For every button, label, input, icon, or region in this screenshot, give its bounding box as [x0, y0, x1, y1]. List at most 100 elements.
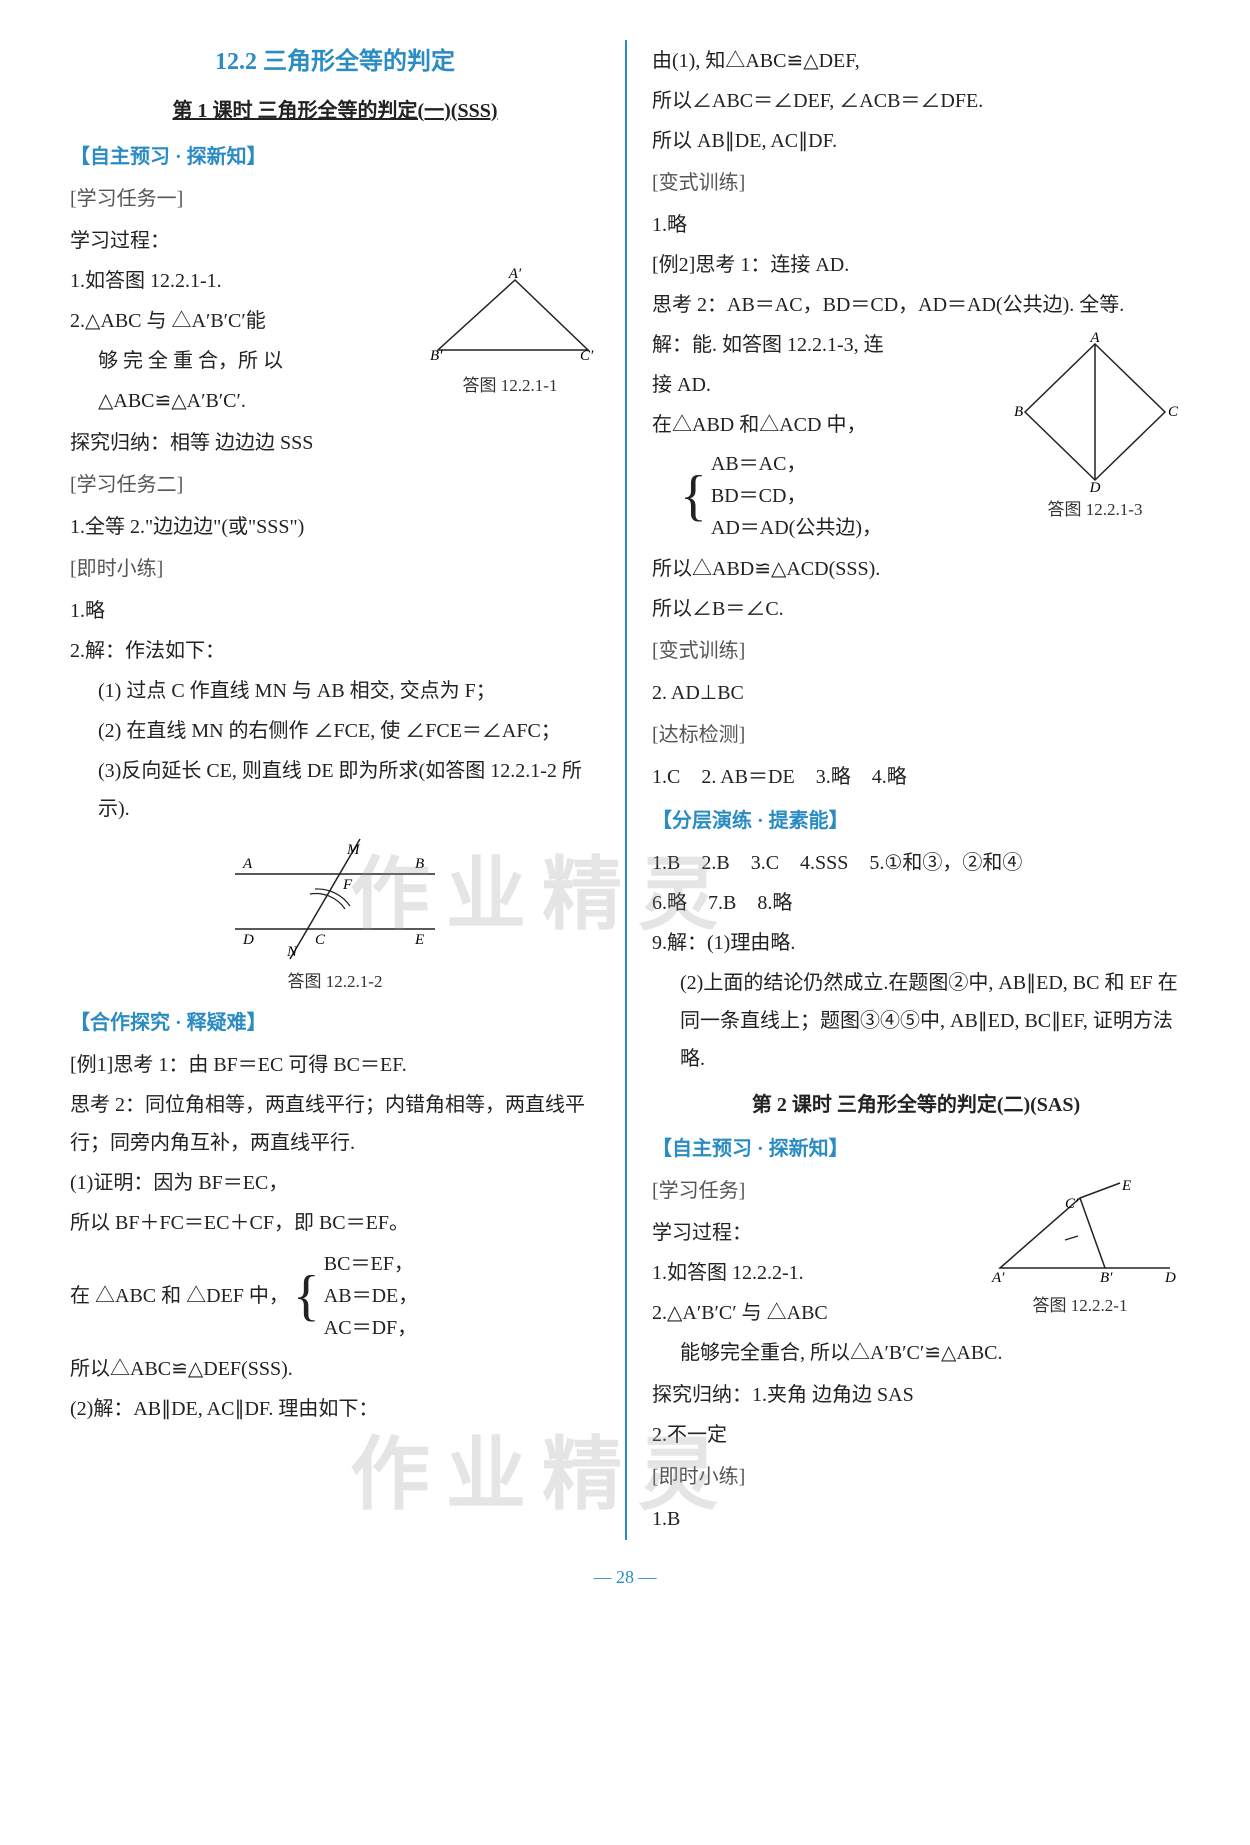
heading-preview: 【自主预习 · 探新知】: [70, 138, 600, 176]
layer-answers-row2: 6.略 7.B 8.略: [652, 884, 1180, 922]
check-label: [达标检测]: [652, 716, 1180, 754]
svg-text:C: C: [315, 932, 326, 948]
figure1-caption: 答图 12.2.1-1: [463, 370, 558, 402]
layer-a3: 3.C: [751, 852, 779, 874]
figure3-caption: 答图 12.2.1-3: [1048, 494, 1143, 526]
heading-preview2: 【自主预习 · 探新知】: [652, 1130, 1180, 1168]
l2-item2-ans: 2.不一定: [652, 1416, 1180, 1454]
ex2-brace-group: { AB＝AC， BD＝CD， AD＝AD(公共边)，: [680, 448, 1002, 544]
lesson2-title: 第 2 课时 三角形全等的判定(二)(SAS): [652, 1086, 1180, 1124]
layer-a6: 6.略: [652, 892, 687, 914]
l2-practice-label: [即时小练]: [652, 1458, 1180, 1496]
layer-a1: 1.B: [652, 852, 680, 874]
svg-text:E: E: [1121, 1178, 1131, 1194]
section-title: 12.2 三角形全等的判定: [70, 40, 600, 86]
ex2-r2: 所以∠B＝∠C.: [652, 590, 1180, 628]
ex1-proof1: (1)证明：因为 BF＝EC，: [70, 1164, 600, 1202]
ex1-think2: 思考 2：同位角相等，两直线平行；内错角相等，两直线平行；同旁内角互补，两直线平…: [70, 1086, 600, 1162]
ex1-proof2: 所以 BF＋FC＝EC＋CF，即 BC＝EF。: [70, 1204, 600, 1242]
svg-text:C′: C′: [580, 348, 594, 364]
check-a2: 2. AB＝DE: [701, 766, 794, 788]
var-train2-label: [变式训练]: [652, 632, 1180, 670]
svg-text:B: B: [1014, 404, 1023, 420]
parallel-lines-diagram: A M F B D N C E: [215, 834, 455, 964]
layer-a4: 4.SSS: [800, 852, 848, 874]
check-a3: 3.略: [816, 766, 851, 788]
ex2-brace-l3: AD＝AD(公共边)，: [711, 512, 882, 544]
ex1-brace-l2: AB＝DE，: [324, 1280, 418, 1312]
r3: 所以 AB∥DE, AC∥DF.: [652, 122, 1180, 160]
ex1-proof3-intro: 在 △ABC 和 △DEF 中，: [70, 1277, 289, 1315]
svg-text:B′: B′: [430, 348, 443, 364]
study-process-label: 学习过程：: [70, 222, 600, 260]
r2: 所以∠ABC＝∠DEF, ∠ACB＝∠DFE.: [652, 82, 1180, 120]
rhombus-diagram: A B C D: [1010, 332, 1180, 492]
check-a1: 1.C: [652, 766, 680, 788]
vt2: 2. AD⊥BC: [652, 674, 1180, 712]
q9-intro: 9.解：(1)理由略.: [652, 924, 1180, 962]
svg-text:D: D: [242, 932, 254, 948]
svg-text:B: B: [415, 856, 424, 872]
triangle-ext-diagram: A′ B′ C′ E D: [980, 1178, 1180, 1288]
r1: 由(1), 知△ABC≌△DEF,: [652, 42, 1180, 80]
layer-a5: 5.①和③，②和④: [869, 852, 1022, 874]
lesson1-title: 第 1 课时 三角形全等的判定(一)(SSS): [70, 92, 600, 130]
figure-4: A′ B′ C′ E D 答图 12.2.2-1: [980, 1178, 1180, 1322]
vt1: 1.略: [652, 206, 1180, 244]
var-train-label: [变式训练]: [652, 164, 1180, 202]
svg-text:D: D: [1089, 480, 1101, 492]
figure-3: A B C D 答图 12.2.1-3: [1010, 332, 1180, 526]
ex2-think2: 思考 2：AB＝AC，BD＝CD，AD＝AD(公共边). 全等.: [652, 286, 1180, 324]
triangle-a-prime-diagram: A′ B′ C′: [420, 268, 600, 368]
l2-item2b: 能够完全重合, 所以△A′B′C′≌△ABC.: [652, 1334, 1180, 1372]
left-column: 12.2 三角形全等的判定 第 1 课时 三角形全等的判定(一)(SSS) 【自…: [60, 40, 625, 1540]
ex1-proof4: 所以△ABC≌△DEF(SSS).: [70, 1350, 600, 1388]
svg-text:M: M: [346, 842, 361, 858]
task1-label: [学习任务一]: [70, 180, 600, 218]
layer-a7: 7.B: [708, 892, 736, 914]
figure4-caption: 答图 12.2.2-1: [1033, 1290, 1128, 1322]
layer-answers-row1: 1.B 2.B 3.C 4.SSS 5.①和③，②和④: [652, 844, 1180, 882]
svg-text:A: A: [1089, 332, 1100, 346]
ex2-brace-l2: BD＝CD，: [711, 480, 882, 512]
task2-label: [学习任务二]: [70, 466, 600, 504]
svg-text:E: E: [414, 932, 424, 948]
p-step3: (3)反向延长 CE, 则直线 DE 即为所求(如答图 12.2.1-2 所示)…: [70, 752, 600, 828]
figure-2: A M F B D N C E 答图 12.2.1-2: [70, 834, 600, 998]
svg-text:F: F: [342, 877, 353, 893]
page-number: — 28 —: [60, 1560, 1190, 1594]
svg-text:A′: A′: [508, 268, 522, 282]
layer-a8: 8.略: [757, 892, 792, 914]
practice-label: [即时小练]: [70, 550, 600, 588]
p-item2: 2.解：作法如下：: [70, 632, 600, 670]
l2-p1: 1.B: [652, 1500, 1180, 1538]
check-a4: 4.略: [872, 766, 907, 788]
svg-text:A′: A′: [991, 1270, 1005, 1286]
t2-item1: 1.全等 2."边边边"(或"SSS"): [70, 508, 600, 546]
svg-text:C′: C′: [1065, 1196, 1079, 1212]
svg-text:N: N: [286, 944, 298, 960]
ex1-brace-l3: AC＝DF，: [324, 1312, 418, 1344]
l2-summary: 探究归纳：1.夹角 边角边 SAS: [652, 1376, 1180, 1414]
figure2-caption: 答图 12.2.1-2: [288, 966, 383, 998]
ex1-brace-group: { BC＝EF， AB＝DE， AC＝DF，: [293, 1248, 418, 1344]
ex2-r1: 所以△ABD≌△ACD(SSS).: [652, 550, 1180, 588]
svg-text:C: C: [1168, 404, 1179, 420]
p-step1: (1) 过点 C 作直线 MN 与 AB 相交, 交点为 F；: [70, 672, 600, 710]
ex1-part2: (2)解：AB∥DE, AC∥DF. 理由如下：: [70, 1390, 600, 1428]
heading-cooperate: 【合作探究 · 释疑难】: [70, 1004, 600, 1042]
figure-1: A′ B′ C′ 答图 12.2.1-1: [420, 268, 600, 402]
p-item1: 1.略: [70, 592, 600, 630]
q9-part2: (2)上面的结论仍然成立.在题图②中, AB∥ED, BC 和 EF 在同一条直…: [652, 964, 1180, 1078]
right-column: 由(1), 知△ABC≌△DEF, 所以∠ABC＝∠DEF, ∠ACB＝∠DFE…: [625, 40, 1190, 1540]
left-brace-icon: {: [293, 1268, 320, 1324]
layer-a2: 2.B: [701, 852, 729, 874]
heading-layer: 【分层演练 · 提素能】: [652, 802, 1180, 840]
ex1-think1: [例1]思考 1：由 BF＝EC 可得 BC＝EF.: [70, 1046, 600, 1084]
left-brace-icon: {: [680, 468, 707, 524]
ex2-brace-l1: AB＝AC，: [711, 448, 882, 480]
svg-text:B′: B′: [1100, 1270, 1113, 1286]
svg-text:A: A: [242, 856, 253, 872]
page-number-value: 28: [616, 1567, 634, 1587]
p-step2: (2) 在直线 MN 的右侧作 ∠FCE, 使 ∠FCE＝∠AFC；: [70, 712, 600, 750]
